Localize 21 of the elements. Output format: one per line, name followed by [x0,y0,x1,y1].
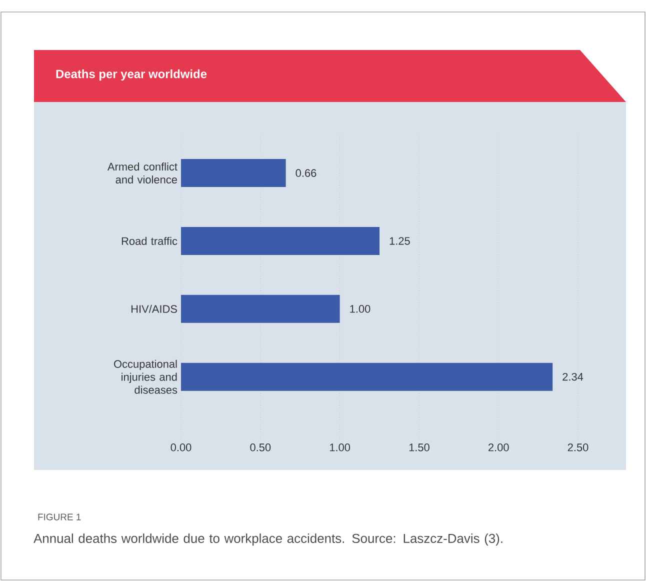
y-tick-label: Armed conflict and violence [107,162,178,184]
data-label: 1.25 [390,237,410,245]
x-tick-label: 1.50 [409,444,430,452]
data-label: 1.00 [350,305,370,313]
bar [181,159,286,188]
caption: FIGURE 1 [38,514,81,520]
x-tick-label: 1.00 [330,444,350,452]
x-tick-label: 0.00 [170,444,192,452]
x-tick-label: 0.50 [250,444,271,452]
y-tick-label: Occupational injuries and diseases [114,360,178,394]
x-tick-label: 2.00 [488,444,509,452]
bar [181,226,380,255]
bar [181,362,553,391]
text: Annual deaths worldwide due to workplace accidents. Source: Laszcz-Davis (3). [34,534,502,546]
bar [181,294,340,323]
data-label: 0.66 [296,169,316,177]
x-tick-label: 2.50 [568,444,588,452]
y-tick-label: Road traffic [122,236,178,245]
y-tick-label: HIV/AIDS [132,304,177,313]
chart-title: Deaths per year worldwide [56,69,207,81]
data-label: 2.34 [562,372,584,381]
